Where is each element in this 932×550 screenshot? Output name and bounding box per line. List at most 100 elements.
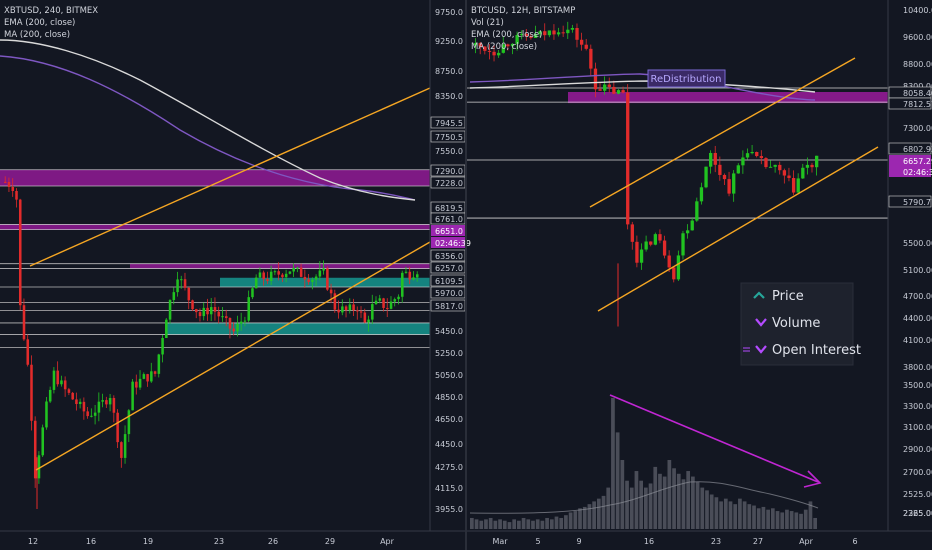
left-indicator-ma: MA (200, close) [4,30,70,40]
left-x-tick-4: 26 [268,537,278,546]
right-candle-7 [506,43,510,51]
volume-bar-41 [662,476,667,529]
left-candle-39 [150,362,153,383]
left-y-tick-label-0: 9750.0 [435,8,463,17]
left-candle-3 [15,188,18,208]
volume-bar-18 [554,516,559,529]
volume-bar-15 [540,520,545,529]
left-y-tick-label-12: 02:46:39 [435,239,471,248]
left-moving-averages [0,39,416,201]
left-candle-70 [266,271,269,285]
volume-bar-43 [672,468,676,529]
right-channel-lower [597,146,879,312]
left-zone-3 [220,277,430,288]
left-candle-52 [198,308,202,322]
right-y-tick-3: 8300.00 [903,82,932,91]
volume-bar-28 [601,495,606,529]
right-candle-37 [644,235,648,252]
left-candle-6 [26,334,30,367]
left-y-tick-label-6: 7550.0 [435,147,463,156]
left-y-tick-label-15: 6109.5 [435,277,463,286]
volume-bar-53 [719,501,723,529]
volume-bar-14 [535,519,540,529]
left-ma-line [0,39,416,201]
left-x-tick-3: 23 [214,537,224,546]
right-y-tick-label-10: 5790.71 [903,198,932,207]
right-y-tick-label-20: 2900.00 [903,445,932,454]
right-candle-63 [764,157,768,169]
left-candle-73 [277,262,280,281]
right-candle-27 [598,83,602,91]
right-y-tick-1: 9600.00 [903,33,932,42]
volume-ma-line [469,481,819,514]
right-candle-43 [672,266,676,283]
right-candle-72 [805,157,810,175]
right-y-tick-4: 8058.40 [888,86,932,99]
right-x-tick-2: 9 [576,537,581,546]
right-candle-42 [667,250,671,273]
right-y-tick-label-16: 3800.00 [903,363,932,372]
volume-bar-0 [470,517,474,529]
left-candles [4,176,419,509]
legend-volume-label: Volume [772,316,820,331]
right-y-tick-label-23: 2365.00 [903,509,932,518]
left-y-tick-label-18: 5450.0 [435,327,463,336]
left-candle-109 [412,271,415,281]
left-y-tick-5: 7750.5 [430,130,466,143]
volume-bar-33 [625,480,629,529]
volume-bar-7 [502,520,507,529]
right-indicator-ema: EMA (200, close) [471,30,542,40]
right-candle-14 [538,30,542,38]
volume-bar-73 [813,517,817,529]
right-candle-48 [695,197,699,222]
left-price-axis: 9750.0 9250.0 8750.0 8350.0 7945.5 7750.5 7550… [430,8,471,514]
right-candle-50 [704,166,708,189]
right-y-tick-label-22: 2525.00 [903,490,932,499]
left-indicator-ema: EMA (200, close) [4,18,75,28]
left-y-tick-7: 7290.0 [430,164,466,177]
left-candle-57 [217,306,221,324]
volume-bar-60 [752,505,756,529]
left-candle-69 [262,270,265,286]
left-candle-77 [292,263,295,278]
left-candle-75 [284,269,288,283]
left-candle-29 [112,395,116,423]
left-y-tick-11: 6651.0 [431,225,465,236]
right-candle-23 [579,32,584,51]
left-candle-106 [401,270,404,303]
right-candle-11 [524,29,528,41]
right-candle-64 [768,160,773,168]
volume-bar-3 [484,519,488,529]
volume-bar-59 [747,504,752,529]
right-candle-16 [547,30,552,38]
left-y-tick-label-5: 7750.5 [435,133,463,142]
right-candle-73 [810,162,814,173]
left-candle-104 [393,297,397,307]
left-candle-11 [45,397,48,430]
right-y-tick-15: 4100.00 [903,336,932,345]
legend-open-interest-chevron-down-icon [755,345,767,354]
right-y-tick-19: 3100.00 [903,423,932,432]
right-y-tick-label-15: 4100.00 [903,336,932,345]
right-y-tick-label-24: 2225.00 [903,509,932,518]
left-candle-18 [71,391,74,400]
volume-bar-13 [531,520,535,529]
left-candle-92 [348,298,352,314]
right-candle-5 [497,50,501,58]
right-candle-25 [589,44,593,76]
volume-bar-21 [568,512,573,529]
left-candle-80 [303,269,307,288]
left-candle-45 [172,287,176,305]
left-candle-34 [131,379,134,411]
left-candle-27 [105,396,108,408]
left-y-tick-label-11: 6651.0 [435,227,463,236]
left-y-tick-label-23: 4450.0 [435,440,463,449]
right-candle-33 [626,84,630,230]
right-candle-71 [801,163,805,179]
left-candle-31 [120,441,123,468]
right-y-tick-9: 02:46:39 [889,166,932,177]
left-candle-62 [236,315,239,337]
right-candle-61 [755,151,759,158]
right-y-tick-label-6: 7300.00 [903,124,932,133]
volume-bar-2 [479,520,484,529]
